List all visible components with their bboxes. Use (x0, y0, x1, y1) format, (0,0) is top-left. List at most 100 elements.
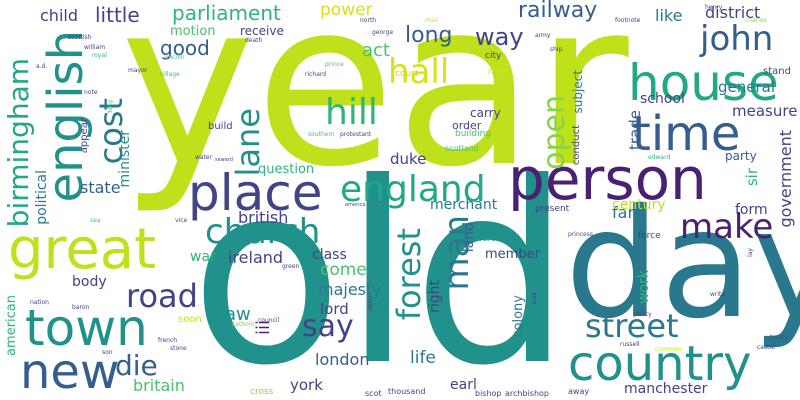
word-building: building (455, 129, 492, 139)
word-good: good (160, 36, 210, 60)
word-law: law (220, 304, 251, 325)
word-city: city (485, 51, 502, 61)
word-district: district (705, 3, 761, 22)
word-england: england (340, 169, 486, 210)
word-british: british (238, 208, 289, 227)
word-king: king (107, 100, 114, 113)
word-day: day (565, 178, 800, 352)
word-build: build (208, 121, 233, 132)
word-note: note (84, 89, 98, 96)
word-southern: southern (308, 131, 335, 138)
word-mail: mail (425, 17, 438, 24)
word-road: road (126, 277, 198, 315)
word-year: year (120, 0, 629, 217)
word-thousand: thousand (388, 387, 426, 396)
word-look: look (531, 292, 538, 305)
word-scotland: scotland (445, 144, 479, 153)
word-new: new (20, 344, 120, 400)
word-north: north (360, 17, 377, 24)
word-parliament: parliament (172, 1, 281, 25)
word-colony: colony (511, 295, 526, 338)
word-member: member (485, 247, 540, 262)
word-know: know (478, 229, 515, 245)
word-duke: duke (390, 150, 427, 168)
word-write: write (710, 291, 726, 298)
word-charles: charles (745, 17, 767, 24)
word-stone: stone (170, 345, 187, 352)
word-century: century (612, 197, 666, 213)
word-railway: railway (518, 0, 598, 23)
word-political: political (34, 170, 50, 225)
word-old: old (190, 129, 572, 400)
word-henry: henry (705, 4, 723, 11)
word-earl: earl (450, 377, 477, 393)
word-order: order (452, 119, 482, 132)
word-archbishop: archbishop (505, 389, 549, 398)
word-minister: minister (117, 130, 133, 188)
word-birmingham: birmingham (2, 58, 35, 228)
word-footnote: footnote (615, 17, 641, 24)
word-open: open (537, 95, 572, 170)
word-soon: soon (178, 314, 202, 325)
word-manchester: manchester (624, 381, 708, 397)
word-court: court (395, 69, 419, 79)
word-power: power (320, 0, 373, 20)
word-government: government (776, 130, 795, 228)
word-person: person (508, 145, 707, 213)
word-hill: hill (325, 92, 378, 133)
word-majesty: majesty (318, 280, 382, 299)
word-mayor: mayor (128, 67, 148, 74)
word-green: green (282, 263, 300, 270)
word-receive: receive (240, 24, 284, 38)
word-forest: forest (390, 228, 428, 321)
word-seward: seward (215, 157, 233, 163)
word-sea: sea (90, 217, 101, 224)
word-army: army (535, 32, 551, 39)
word-mile: mile (488, 67, 508, 77)
word-treaty: treaty (770, 334, 788, 341)
word-carry: carry (470, 106, 501, 120)
word-scot: scot (365, 389, 382, 398)
word-long: long (405, 23, 453, 48)
word-stand: stand (763, 66, 791, 77)
word-measure: measure (732, 102, 798, 120)
word-russell: russell (620, 341, 640, 348)
word-scottish: scottish (68, 34, 92, 41)
word-hall: hall (388, 52, 450, 92)
word-common: common (655, 346, 682, 353)
word-nation: nation (30, 299, 49, 306)
word-york: york (290, 376, 323, 394)
word-like: like (655, 6, 683, 25)
word-george: george (372, 29, 394, 36)
word-castle: castle (757, 344, 775, 351)
word-london: london (315, 350, 370, 369)
word-little: little (95, 3, 140, 27)
word-right: right (427, 280, 443, 313)
word-work: work (636, 270, 652, 304)
word-ad: a.d. (36, 63, 48, 70)
word-question: question (258, 162, 315, 177)
word-baron: baron (72, 304, 90, 311)
word-ireland: ireland (228, 248, 284, 267)
word-conduct: conduct (571, 125, 582, 166)
word-life: life (410, 348, 436, 368)
word-body: body (72, 274, 107, 290)
word-open-small: open (367, 296, 374, 311)
word-house: house (628, 54, 779, 112)
word-bishop: bishop (475, 389, 502, 398)
word-council: council (258, 317, 280, 324)
word-princess: princess (568, 231, 593, 238)
word-edward: edward (648, 154, 671, 161)
word-away: away (568, 387, 590, 396)
word-child: child (40, 6, 78, 25)
word-french: french (158, 337, 178, 344)
word-war: war (190, 249, 216, 265)
word-protestant: protestant (340, 131, 372, 138)
word-party: party (725, 149, 757, 163)
word-catholic: catholic (232, 321, 256, 328)
word-american: american (4, 295, 19, 356)
word-water: water (195, 154, 213, 161)
word-royal: royal (92, 52, 107, 59)
word-way: way (475, 23, 524, 51)
